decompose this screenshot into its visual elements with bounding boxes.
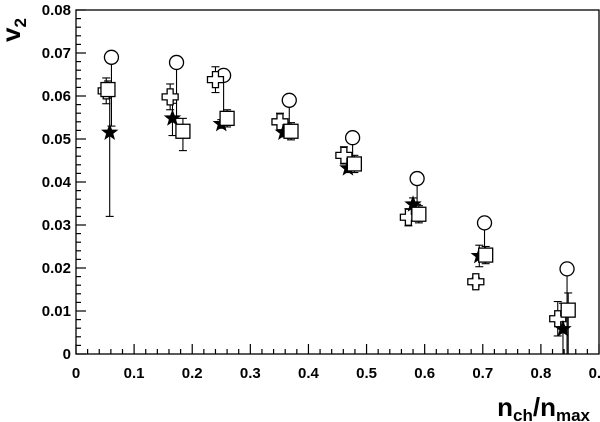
x-tick-label: 0.7 — [472, 365, 493, 382]
square-marker — [478, 247, 494, 263]
y-tick-label: 0.04 — [42, 174, 72, 191]
y-tick-label: 0.06 — [42, 88, 71, 105]
x-tick-label: 0.8 — [530, 365, 551, 382]
circle-marker — [103, 49, 120, 65]
y-tick-label: 0 — [63, 346, 71, 363]
circle-marker — [344, 130, 361, 146]
star-marker — [163, 109, 182, 126]
x-axis-title-main: n — [497, 392, 513, 422]
x-axis-title-sub2: max — [556, 406, 591, 422]
x-axis-title-sub: ch — [513, 406, 533, 422]
circle-marker — [559, 261, 575, 277]
square-marker — [283, 123, 299, 139]
x-tick-label: 0 — [72, 365, 80, 382]
y-tick-label: 0.02 — [42, 260, 71, 277]
x-tick-label: 0.9 — [589, 365, 600, 382]
square-marker — [560, 302, 576, 318]
square-marker — [175, 123, 191, 139]
x-tick-label: 0.6 — [414, 365, 435, 382]
x-tick-label: 0.4 — [298, 365, 320, 382]
circle-marker — [168, 54, 185, 71]
circle-marker — [476, 215, 493, 231]
x-tick-label: 0.5 — [356, 365, 377, 382]
x-axis-title-main2: n — [540, 392, 556, 422]
square-marker — [346, 156, 363, 172]
y-axis-title-main: v — [0, 27, 26, 42]
x-tick-label: 0.2 — [182, 365, 203, 382]
x-axis-title-sep: / — [533, 392, 540, 422]
plot-frame — [75, 9, 600, 355]
circle-marker — [409, 170, 425, 187]
x-axis-title: nch/nmax — [497, 392, 590, 422]
cross-marker — [467, 273, 485, 291]
square-marker — [100, 81, 116, 98]
cross-marker — [206, 71, 225, 89]
square-marker — [219, 110, 235, 127]
circle-marker — [281, 92, 297, 108]
y-axis-title-sub: 2 — [11, 18, 30, 27]
axes: 0 0.1 0.2 0.3 0.4 0.5 0.6 0.7 0.8 0.9 0 0.01 0.02 0.0… — [42, 2, 600, 382]
x-tick-label: 0.3 — [240, 365, 261, 382]
y-tick-label: 0.01 — [42, 303, 71, 320]
star-marker — [554, 319, 572, 337]
x-tick-label: 0.1 — [124, 365, 145, 382]
y-axis-title: v2 — [0, 18, 30, 42]
y-tick-label: 0.07 — [42, 45, 71, 62]
y-tick-label: 0.05 — [42, 131, 71, 148]
star-marker — [100, 123, 119, 140]
markers — [97, 49, 576, 337]
square-marker — [411, 206, 427, 222]
cross-marker — [161, 88, 179, 106]
y-tick-label: 0.08 — [42, 2, 71, 19]
y-tick-label: 0.03 — [42, 217, 71, 234]
